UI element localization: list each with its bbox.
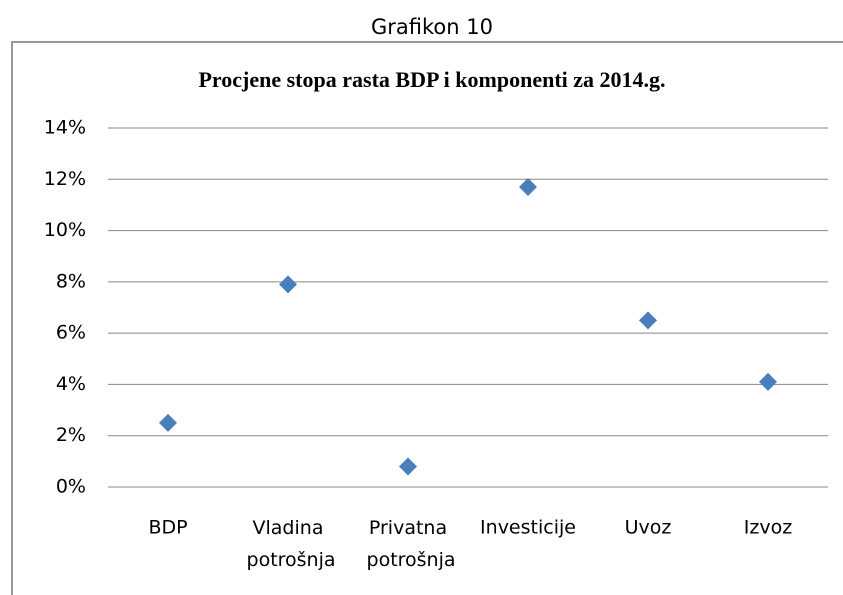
x-tick-label: Vladina potrošnja bbox=[240, 517, 335, 571]
chart-frame bbox=[11, 41, 843, 595]
y-tick-label: 10% bbox=[44, 219, 86, 241]
marker bbox=[159, 413, 177, 432]
marker bbox=[399, 457, 417, 476]
y-tick-label: 0% bbox=[56, 476, 86, 498]
x-tick-label: Investicije bbox=[480, 517, 576, 539]
heading: Grafikon 10 bbox=[371, 15, 493, 39]
marker bbox=[279, 275, 297, 294]
marker bbox=[639, 311, 657, 330]
x-tick-label: Uvoz bbox=[625, 517, 672, 539]
y-tick-label: 8% bbox=[56, 270, 86, 292]
chart-title: Procjene stopa rasta BDP i komponenti za… bbox=[198, 67, 665, 92]
y-tick-label: 6% bbox=[56, 322, 86, 344]
y-tick-label: 4% bbox=[56, 373, 86, 395]
x-tick-label: Privatna potrošnja bbox=[360, 517, 455, 571]
x-tick-label: BDP bbox=[148, 517, 187, 539]
y-tick-label: 14% bbox=[44, 117, 86, 139]
marker bbox=[759, 372, 777, 391]
x-tick-label: Izvoz bbox=[744, 517, 792, 539]
marker bbox=[519, 177, 537, 196]
y-tick-label: 12% bbox=[44, 168, 86, 190]
y-tick-label: 2% bbox=[56, 424, 86, 446]
